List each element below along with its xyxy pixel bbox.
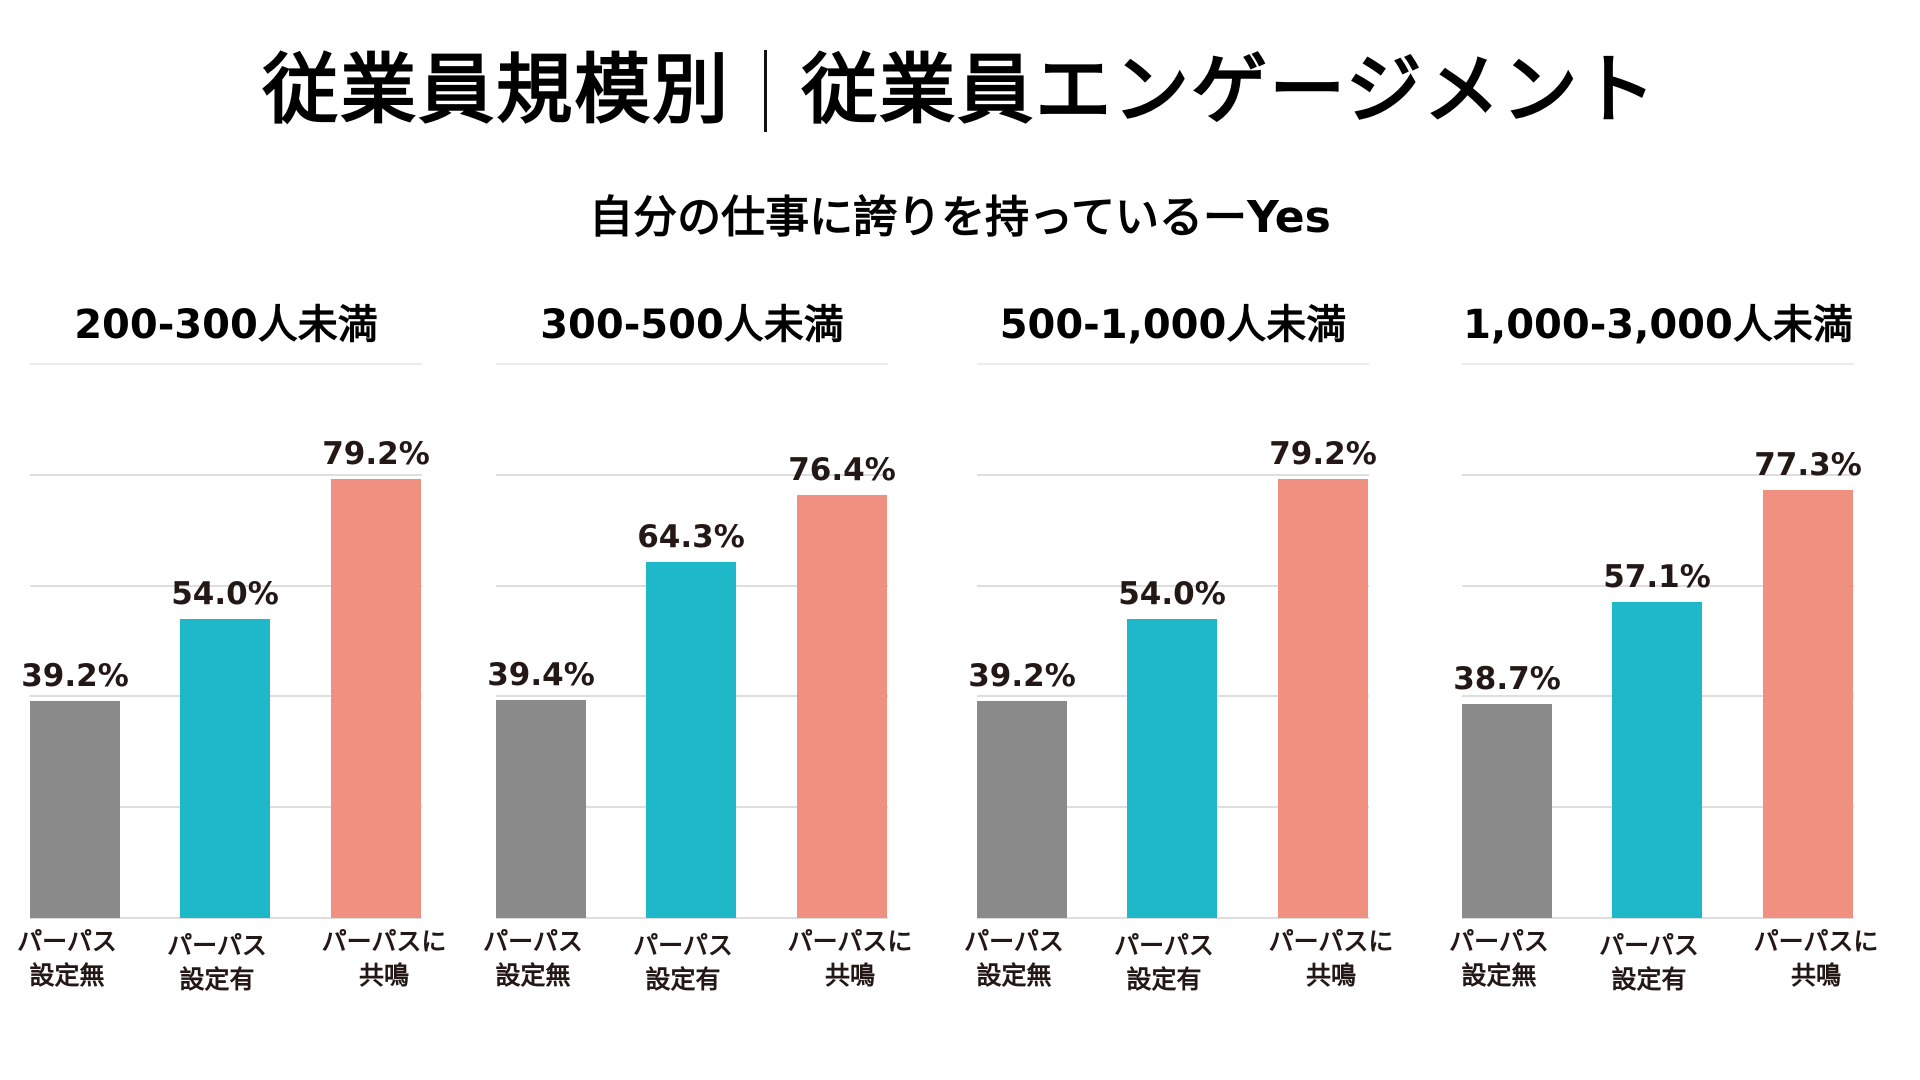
x-tick-label: パーパス	[1449, 927, 1549, 956]
bar	[646, 561, 736, 918]
data-label: 79.2%	[1269, 436, 1377, 473]
bar	[1763, 489, 1853, 918]
data-label: 57.1%	[1603, 558, 1711, 595]
x-tick-label: パーパスに	[321, 927, 447, 956]
chart-panel: 1,000-3,000人未満 38.7% パーパス設定無 57.1% パーパス設定有 77…	[1449, 290, 1878, 1030]
panel-title: 1,000-3,000人未満	[1463, 302, 1853, 348]
title-separator	[764, 50, 768, 132]
x-tick-label: 共鳴	[1790, 961, 1841, 990]
x-tick-label: 共鳴	[1305, 961, 1356, 990]
x-tick-label: パーパス	[964, 927, 1064, 956]
bar	[30, 700, 120, 918]
x-tick-label: 共鳴	[824, 961, 875, 990]
gridline	[496, 363, 888, 365]
panel-title: 500-1,000人未満	[999, 302, 1347, 348]
bar	[1462, 703, 1552, 918]
x-tick-label: 設定無	[29, 961, 105, 990]
data-label: 39.2%	[968, 657, 1076, 694]
x-axis-baseline	[977, 917, 1369, 919]
x-tick-label: 設定有	[1611, 965, 1687, 994]
data-label: 76.4%	[788, 451, 896, 488]
x-axis-baseline	[30, 917, 422, 919]
x-axis-baseline	[496, 917, 888, 919]
bar	[977, 700, 1067, 918]
gridline	[496, 473, 888, 476]
chart-subtitle: 自分の仕事に誇りを持っているーYes	[589, 192, 1331, 243]
data-label: 39.4%	[487, 656, 595, 693]
x-tick-label: パーパス	[1599, 931, 1699, 960]
x-tick-label: 設定無	[495, 961, 571, 990]
plot-area: 39.2% パーパス設定無 54.0% パーパス設定有 79.2% パーパスに共鳴	[964, 290, 1393, 1030]
x-tick-label: 設定有	[1126, 965, 1202, 994]
plot-area: 39.4% パーパス設定無 64.3% パーパス設定有 76.4% パーパスに共鳴	[483, 290, 912, 1030]
gridline	[977, 473, 1369, 476]
gridline	[30, 473, 422, 476]
data-label: 54.0%	[1118, 575, 1226, 612]
main-title: 従業員規模別 従業員エンゲージメント	[0, 40, 1920, 140]
bar	[1127, 618, 1217, 918]
main-title-left: 従業員規模別	[262, 45, 731, 134]
chart-panel: 200-300人未満 39.2% パーパス設定無 54.0% パーパス設定有 79.2% パ…	[17, 290, 446, 1030]
x-tick-label: パーパス	[167, 931, 267, 960]
plot-area: 39.2% パーパス設定無 54.0% パーパス設定有 79.2% パーパスに共鳴	[17, 290, 446, 1030]
x-tick-label: 設定有	[179, 965, 255, 994]
bar	[180, 618, 270, 918]
panel-title: 300-500人未満	[540, 302, 844, 348]
bar	[797, 494, 887, 918]
x-axis-baseline	[1462, 917, 1854, 919]
x-tick-label: パーパスに	[1753, 927, 1879, 956]
chart-panel: 300-500人未満 39.4% パーパス設定無 64.3% パーパス設定有 76.4% パ…	[483, 290, 912, 1030]
bar	[331, 479, 421, 918]
x-tick-label: パーパス	[633, 931, 733, 960]
data-label: 77.3%	[1754, 446, 1862, 483]
x-tick-label: 共鳴	[358, 961, 409, 990]
bar	[1278, 479, 1368, 918]
gridline	[30, 363, 422, 365]
plot-area: 38.7% パーパス設定無 57.1% パーパス設定有 77.3% パーパスに共鳴	[1449, 290, 1878, 1030]
chart-panel: 500-1,000人未満 39.2% パーパス設定無 54.0% パーパス設定有 79.2…	[964, 290, 1393, 1030]
x-tick-label: 設定有	[645, 965, 721, 994]
gridline	[30, 584, 422, 587]
data-label: 79.2%	[322, 436, 430, 473]
data-label: 64.3%	[637, 518, 745, 555]
gridline	[1462, 473, 1854, 476]
panel-title: 200-300人未満	[74, 302, 378, 348]
gridline	[977, 363, 1369, 365]
x-tick-label: パーパス	[483, 927, 583, 956]
x-tick-label: パーパス	[1114, 931, 1214, 960]
data-label: 38.7%	[1453, 660, 1561, 697]
x-tick-label: 設定無	[976, 961, 1052, 990]
x-tick-label: パーパス	[17, 927, 117, 956]
x-tick-label: パーパスに	[787, 927, 913, 956]
gridline	[1462, 584, 1854, 587]
x-tick-label: 設定無	[1461, 961, 1537, 990]
data-label: 54.0%	[171, 575, 279, 612]
gridline	[977, 584, 1369, 587]
data-label: 39.2%	[21, 657, 129, 694]
main-title-right: 従業員エンゲージメント	[801, 45, 1658, 134]
x-tick-label: パーパスに	[1268, 927, 1394, 956]
bar	[1612, 601, 1702, 918]
bar	[496, 699, 586, 918]
gridline	[1462, 363, 1854, 365]
